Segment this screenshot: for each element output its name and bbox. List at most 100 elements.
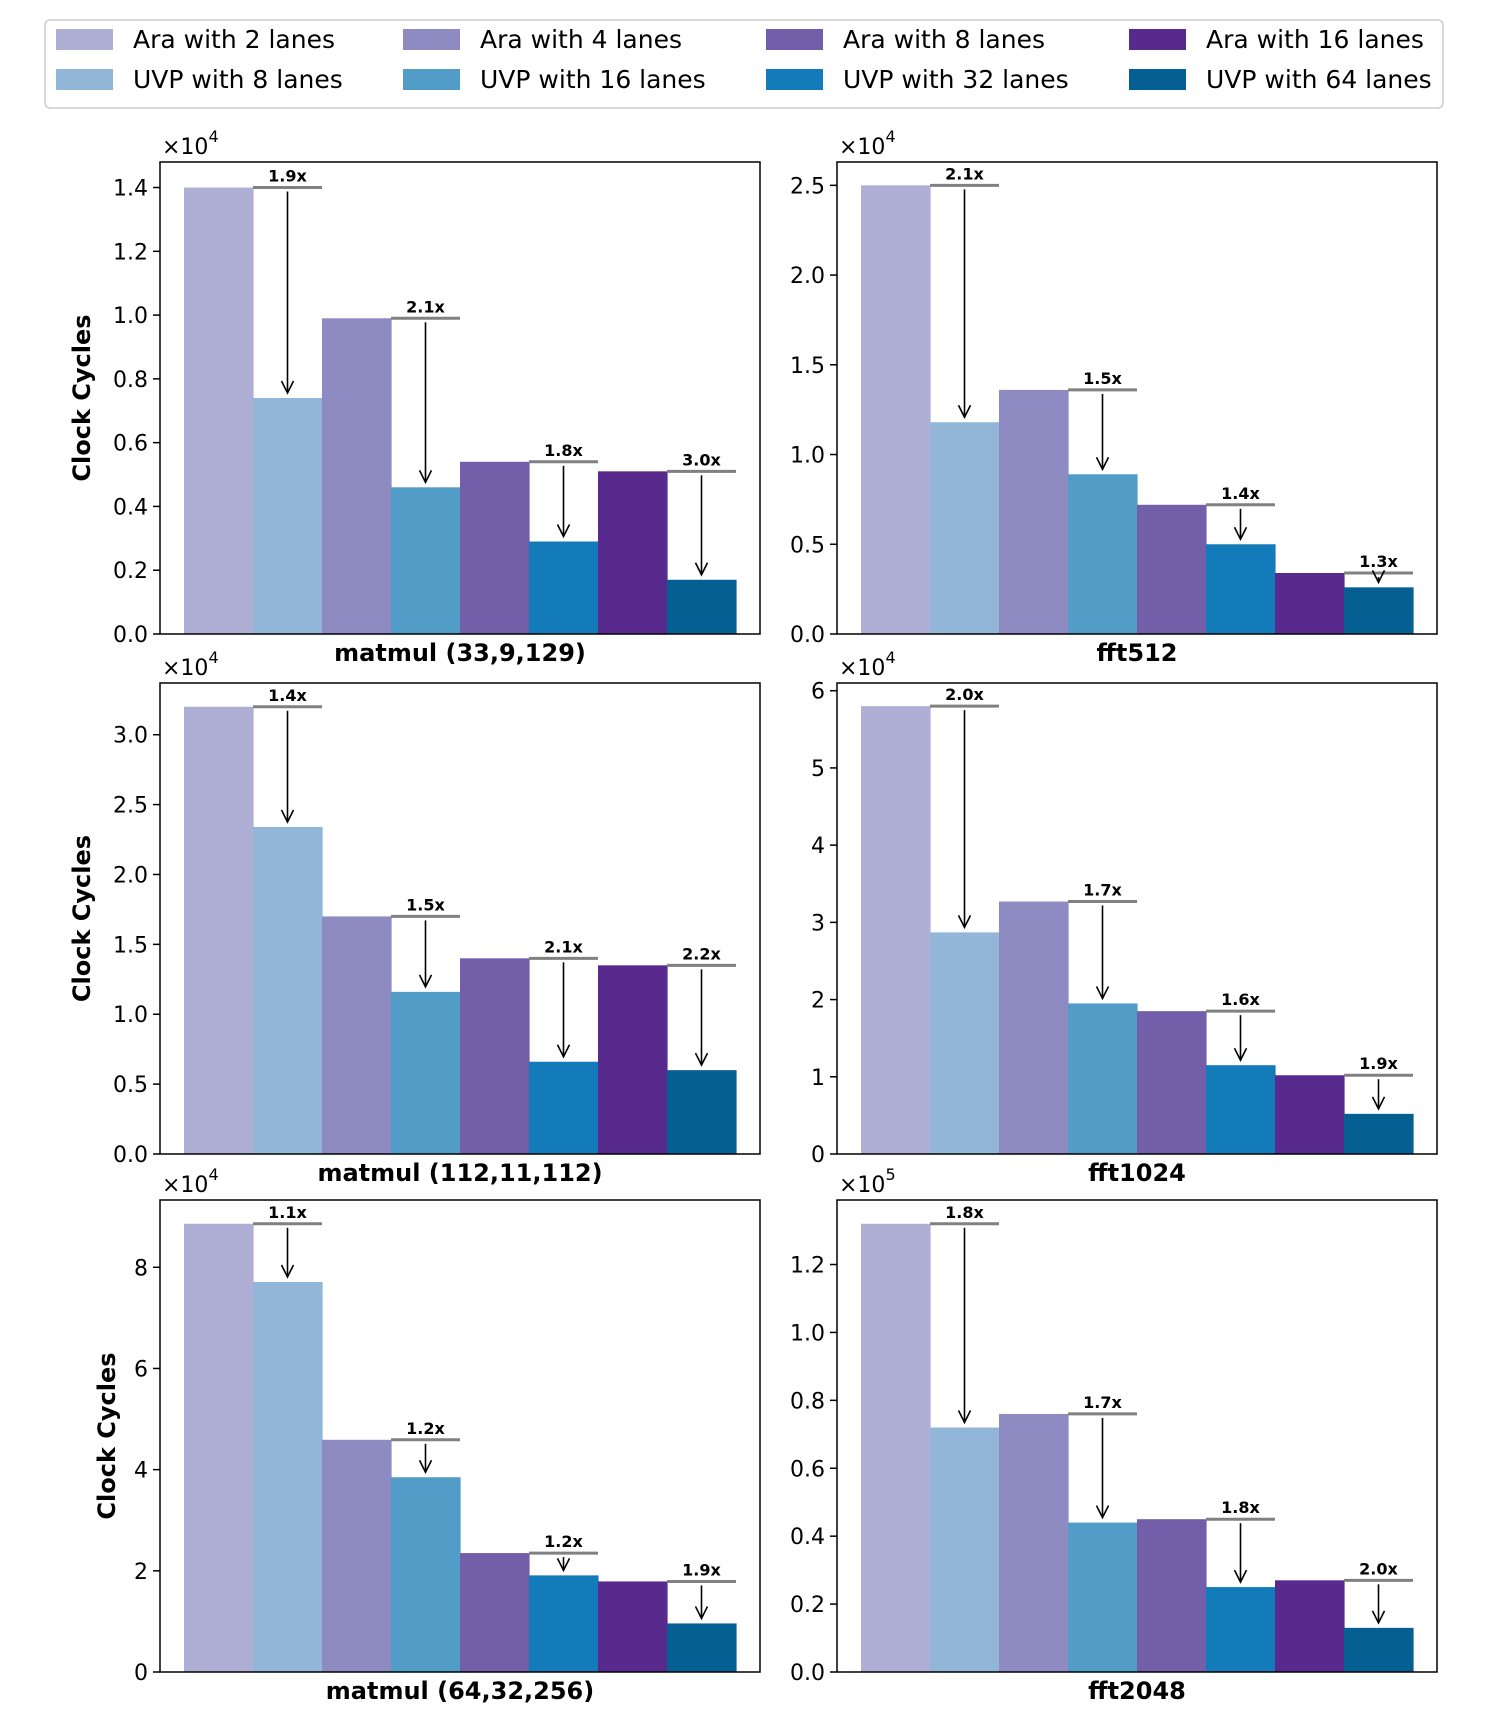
bar-ara-with-2-lanes: [184, 187, 254, 634]
x-axis-label: matmul (112,11,112): [317, 1159, 602, 1187]
y-tick-label: 8: [134, 1256, 148, 1281]
bar-uvp-with-16-lanes: [391, 1477, 461, 1672]
speedup-annotations: 1.4x 1.5x 2.1x 2.2x: [253, 686, 736, 1067]
bar-series: [861, 1223, 1414, 1672]
y-tick-label: 1.0: [790, 1321, 825, 1346]
speedup-annotation: 2.1x: [529, 937, 598, 1059]
speedup-label: 1.8x: [544, 441, 583, 460]
bar-ara-with-8-lanes: [460, 958, 530, 1154]
legend-swatch: [766, 29, 823, 50]
y-tick-label: 1.2: [790, 1254, 825, 1279]
arrow-head: [556, 1558, 571, 1573]
legend-swatch: [403, 29, 460, 50]
axis-multiplier: ×104: [162, 1165, 219, 1198]
legend-label: UVP with 64 lanes: [1206, 65, 1432, 94]
speedup-annotation: 1.4x: [1206, 484, 1275, 542]
bar-series: [861, 706, 1414, 1154]
y-tick-label: 1.4: [113, 177, 148, 202]
bar-ara-with-16-lanes: [1275, 572, 1345, 634]
speedup-annotation: 1.5x: [1068, 369, 1137, 472]
chart-panel-matmul-112-11-112: 1.4x 1.5x 2.1x 2.2x 0.0 0.5 1.0 1.5 2.0 2.5 3.0 ×10…: [68, 648, 761, 1187]
legend-swatch: [766, 69, 823, 90]
multiplier-exponent: 4: [885, 648, 895, 667]
bar-series: [184, 1223, 737, 1672]
y-axis-label: Clock Cycles: [93, 1352, 121, 1519]
axis-multiplier: ×104: [162, 127, 219, 160]
y-tick-label: 0.4: [113, 495, 148, 520]
multiplier-base: ×10: [839, 656, 885, 681]
legend-swatch: [403, 69, 460, 90]
y-tick-label: 0.0: [790, 1661, 825, 1686]
bar-ara-with-8-lanes: [460, 1553, 530, 1672]
y-tick-label: 2: [811, 989, 825, 1014]
speedup-label: 1.2x: [544, 1532, 583, 1551]
bar-ara-with-16-lanes: [598, 965, 668, 1154]
arrow-head: [1371, 1610, 1386, 1625]
bar-uvp-with-32-lanes: [529, 1061, 599, 1154]
chart-panels: 1.9x 2.1x 1.8x 3.0x 0.0 0.2 0.4 0.6 0.8 1.0 1.2 1.4…: [68, 127, 1438, 1705]
speedup-annotation: 1.9x: [253, 167, 322, 395]
bar-ara-with-4-lanes: [999, 901, 1069, 1154]
speedup-label: 1.2x: [406, 1419, 445, 1438]
speedup-label: 1.1x: [268, 1203, 307, 1222]
legend-entry-ara-with-16-lanes: Ara with 16 lanes: [1129, 25, 1424, 54]
y-axis: 0.0 0.2 0.4 0.6 0.8 1.0 1.2: [790, 1254, 837, 1686]
arrow-head: [418, 974, 433, 989]
bar-ara-with-16-lanes: [598, 471, 668, 634]
y-tick-label: 6: [134, 1357, 148, 1382]
arrow-head: [1233, 526, 1248, 542]
chart-panel-matmul-33-9-129: 1.9x 2.1x 1.8x 3.0x 0.0 0.2 0.4 0.6 0.8 1.0 1.2 1.4…: [68, 127, 761, 667]
multiplier-exponent: 4: [208, 1165, 218, 1184]
legend-swatch: [1129, 69, 1186, 90]
arrow-head: [280, 1264, 295, 1279]
arrow-head: [957, 1410, 972, 1425]
speedup-annotations: 2.0x 1.7x 1.6x 1.9x: [930, 685, 1413, 1111]
y-tick-label: 1.5: [790, 354, 825, 379]
multiplier-exponent: 4: [885, 127, 895, 146]
legend-entry-ara-with-4-lanes: Ara with 4 lanes: [403, 25, 682, 54]
plot-frame: [836, 682, 1438, 1155]
speedup-annotations: 1.8x 1.7x 1.8x 2.0x: [930, 1203, 1413, 1625]
multiplier-base: ×10: [162, 135, 208, 160]
bar-ara-with-2-lanes: [861, 706, 931, 1154]
y-tick-label: 0.8: [790, 1389, 825, 1414]
bar-uvp-with-32-lanes: [529, 1575, 599, 1672]
y-tick-label: 6: [811, 680, 825, 705]
y-tick-label: 1.0: [113, 304, 148, 329]
x-axis-label: fft512: [1096, 639, 1177, 667]
legend-label: UVP with 16 lanes: [480, 65, 706, 94]
speedup-label: 1.3x: [1359, 552, 1398, 571]
y-tick-label: 0.6: [113, 432, 148, 457]
y-tick-label: 3: [811, 911, 825, 936]
speedup-annotation: 1.1x: [253, 1203, 322, 1279]
speedup-annotation: 1.6x: [1206, 990, 1275, 1062]
axis-multiplier: ×104: [839, 648, 896, 681]
speedup-annotation: 1.2x: [391, 1419, 460, 1475]
legend-entry-uvp-with-16-lanes: UVP with 16 lanes: [403, 65, 706, 94]
bar-ara-with-8-lanes: [460, 461, 530, 634]
speedup-label: 2.0x: [945, 685, 984, 704]
arrow-head: [1371, 1096, 1386, 1111]
legend-swatch: [56, 69, 113, 90]
legend-entry-ara-with-8-lanes: Ara with 8 lanes: [766, 25, 1045, 54]
legend-entry-ara-with-2-lanes: Ara with 2 lanes: [56, 25, 335, 54]
arrow-head: [1095, 986, 1110, 1001]
plot-frame: [836, 1199, 1438, 1673]
axis-multiplier: ×104: [839, 127, 896, 160]
legend-swatch: [56, 29, 113, 50]
bar-ara-with-2-lanes: [861, 1223, 931, 1672]
speedup-label: 2.0x: [1359, 1559, 1398, 1578]
y-tick-label: 0.4: [790, 1525, 825, 1550]
bar-uvp-with-8-lanes: [930, 932, 1000, 1154]
speedup-annotation: 1.2x: [529, 1532, 598, 1573]
chart-panel-fft2048: 1.8x 1.7x 1.8x 2.0x 0.0 0.2 0.4 0.6 0.8 1.0 1.2 ×10…: [790, 1165, 1438, 1705]
bar-uvp-with-32-lanes: [1206, 1587, 1276, 1672]
y-tick-label: 0.0: [113, 1143, 148, 1168]
y-tick-label: 3.0: [113, 724, 148, 749]
speedup-label: 1.7x: [1083, 881, 1122, 900]
chart-panel-fft512: 2.1x1.5x1.4x1.3x0.00.51.01.52.02.5×104ff…: [790, 127, 1438, 667]
bar-series: [184, 706, 737, 1154]
bar-series: [861, 185, 1414, 634]
bar-uvp-with-8-lanes: [253, 398, 323, 634]
